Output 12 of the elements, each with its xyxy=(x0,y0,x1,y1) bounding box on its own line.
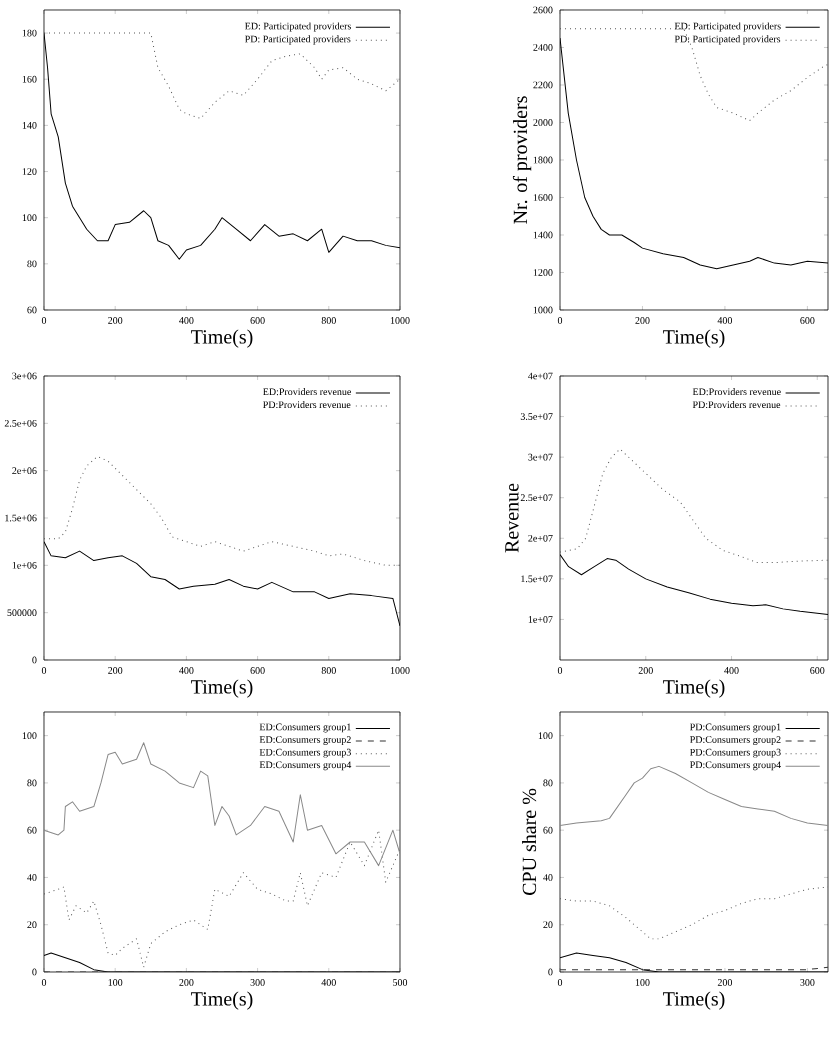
y-axis-title: Revenue xyxy=(505,483,519,553)
x-axis-title: Time(s) xyxy=(191,329,253,348)
y-axis-title: Nr. of providers xyxy=(512,96,532,224)
line-series xyxy=(560,28,828,122)
x-axis-title: Time(s) xyxy=(191,991,253,1010)
y-axis-title: CPU share % xyxy=(522,788,537,896)
x-axis-title: Time(s) xyxy=(663,329,725,348)
x-axis-title: Time(s) xyxy=(663,991,725,1010)
line-series xyxy=(560,448,828,564)
line-series xyxy=(44,32,400,119)
x-axis-title: Time(s) xyxy=(663,679,725,698)
x-axis-title: Time(s) xyxy=(191,679,253,698)
